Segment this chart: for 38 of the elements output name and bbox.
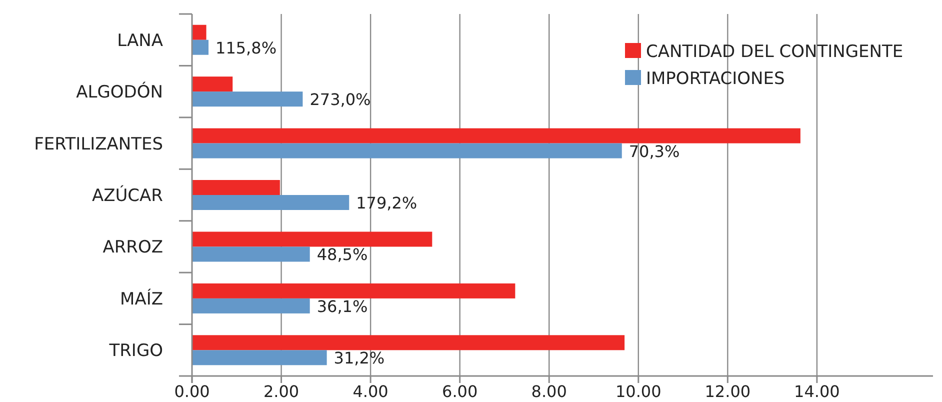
x-tick-label: 8.00 (531, 382, 567, 401)
y-tick-label: MAÍZ (120, 288, 163, 310)
bar (192, 232, 432, 247)
annotation: 36,1% (316, 296, 368, 316)
x-tick-label: 0.00 (174, 382, 210, 401)
annotation: 179,2% (356, 194, 418, 212)
y-tick-label: LANA (117, 30, 164, 51)
x-tick-label: 4.00 (352, 382, 388, 401)
bar (192, 128, 800, 144)
bar (192, 24, 206, 40)
x-tick-label: 12.00 (704, 382, 751, 401)
bar (192, 350, 327, 366)
bar (192, 180, 280, 195)
y-tick-label: AZÚCAR (92, 185, 164, 206)
y-tick-label: ARROZ (102, 238, 163, 258)
bar (192, 283, 516, 298)
x-tick-label: 10.00 (615, 382, 662, 401)
bar (192, 92, 303, 107)
x-tick-label: 2.00 (263, 382, 300, 401)
annotation: 70,3% (628, 142, 680, 161)
x-tick-label: 14.00 (794, 382, 840, 401)
x-tick-label: 6.00 (442, 382, 478, 401)
annotation: 48,5% (316, 245, 368, 264)
legend-label: CANTIDAD DEL CONTINGENTE (646, 42, 904, 62)
bar (192, 76, 233, 92)
bar (192, 335, 625, 350)
y-tick-label: FERTILIZANTES (34, 134, 163, 154)
annotation: 115,8% (216, 38, 277, 58)
annotation: 273,0% (310, 90, 371, 110)
y-tick-label: TRIGO (108, 341, 163, 362)
bar (192, 298, 310, 314)
bar (192, 40, 209, 55)
bar (192, 246, 310, 262)
bar (192, 143, 622, 158)
annotation: 31,2% (334, 348, 385, 368)
bar (192, 195, 350, 210)
y-tick-label: ALGODÓN (76, 82, 163, 103)
legend-label: IMPORTACIONES (646, 69, 785, 89)
